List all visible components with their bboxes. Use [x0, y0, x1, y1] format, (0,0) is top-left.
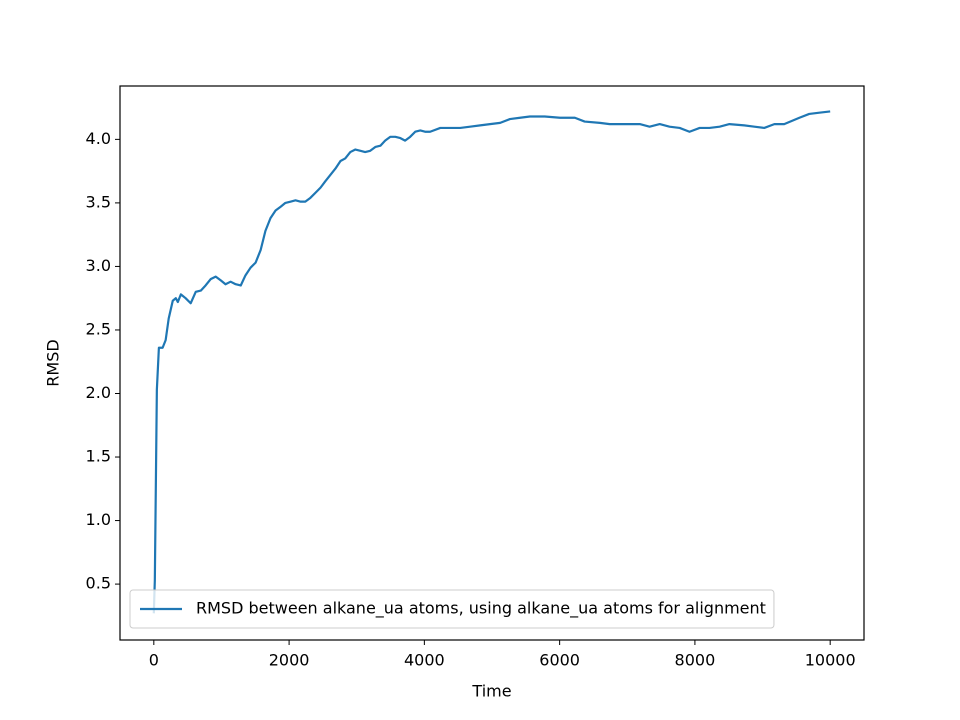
x-axis-label: Time — [471, 682, 511, 701]
x-tick-label: 6000 — [539, 651, 580, 670]
y-tick-label: 1.0 — [86, 510, 111, 529]
x-tick-label: 8000 — [675, 651, 716, 670]
legend-box — [129, 589, 775, 629]
y-axis-label: RMSD — [44, 339, 63, 386]
x-tick-label: 10000 — [805, 651, 856, 670]
y-tick-label: 0.5 — [86, 574, 111, 593]
y-tick-label: 2.5 — [86, 319, 111, 338]
y-tick-label: 2.0 — [86, 383, 111, 402]
y-tick-label: 3.5 — [86, 192, 111, 211]
data-line — [152, 110, 831, 614]
y-tick-label: 1.5 — [86, 447, 111, 466]
x-tick-label: 4000 — [404, 651, 445, 670]
y-tick-label: 4.0 — [86, 129, 111, 148]
legend-label: RMSD between alkane_ua atoms, using alka… — [196, 599, 766, 619]
axes-frame — [119, 85, 865, 641]
x-tick-label: 2000 — [269, 651, 310, 670]
x-tick-label: 0 — [149, 651, 159, 670]
y-tick-label: 3.0 — [86, 256, 111, 275]
